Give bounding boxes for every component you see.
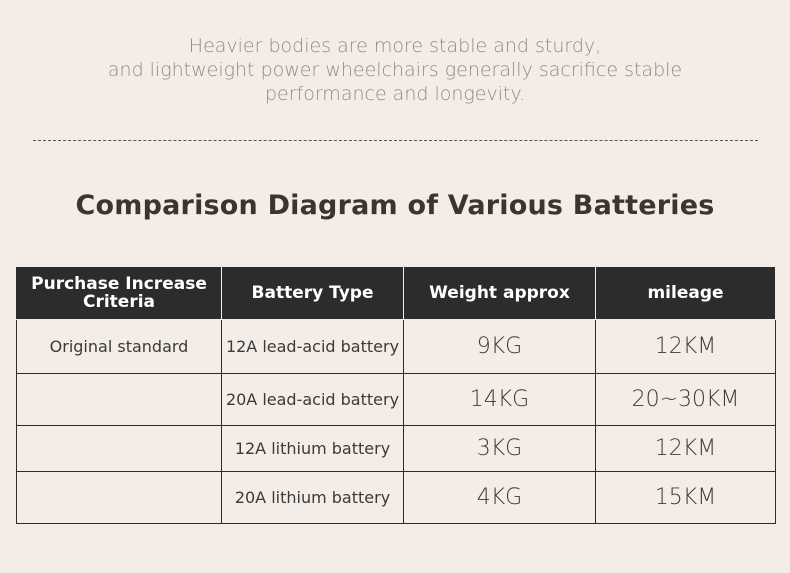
cell-mileage: 15KM bbox=[595, 471, 776, 524]
table-header-row: Purchase Increase Criteria Battery Type … bbox=[16, 266, 776, 320]
dashed-divider bbox=[33, 140, 758, 141]
table-row: 12A lithium battery 3KG 12KM bbox=[16, 425, 776, 472]
intro-line-1: Heavier bodies are more stable and sturd… bbox=[188, 35, 602, 57]
intro-line-3: performance and longevity. bbox=[264, 83, 526, 105]
cell-battery-type: 20A lithium battery bbox=[221, 471, 404, 524]
battery-comparison-table: Purchase Increase Criteria Battery Type … bbox=[16, 266, 776, 524]
cell-mileage: 12KM bbox=[595, 319, 776, 374]
page-title: Comparison Diagram of Various Batteries bbox=[75, 190, 715, 221]
intro-line-2: and lightweight power wheelchairs genera… bbox=[107, 59, 683, 81]
cell-weight: 3KG bbox=[403, 425, 596, 472]
cell-criteria bbox=[16, 425, 222, 472]
cell-battery-type: 12A lithium battery bbox=[221, 425, 404, 472]
cell-battery-type: 20A lead-acid battery bbox=[221, 373, 404, 426]
header-weight: Weight approx bbox=[403, 266, 596, 320]
cell-criteria bbox=[16, 471, 222, 524]
cell-weight: 9KG bbox=[403, 319, 596, 374]
header-criteria: Purchase Increase Criteria bbox=[16, 266, 222, 320]
cell-weight: 4KG bbox=[403, 471, 596, 524]
header-battery-type: Battery Type bbox=[221, 266, 404, 320]
cell-criteria: Original standard bbox=[16, 319, 222, 374]
table-row: 20A lithium battery 4KG 15KM bbox=[16, 471, 776, 524]
intro-text: Heavier bodies are more stable and sturd… bbox=[0, 34, 790, 106]
cell-mileage: 20~30KM bbox=[595, 373, 776, 426]
header-criteria-line-1: Purchase Increase bbox=[31, 274, 207, 294]
cell-battery-type: 12A lead-acid battery bbox=[221, 319, 404, 374]
header-mileage: mileage bbox=[595, 266, 776, 320]
header-criteria-line-2: Criteria bbox=[82, 292, 156, 312]
table-row: Original standard 12A lead-acid battery … bbox=[16, 319, 776, 374]
cell-mileage: 12KM bbox=[595, 425, 776, 472]
cell-weight: 14KG bbox=[403, 373, 596, 426]
table-row: 20A lead-acid battery 14KG 20~30KM bbox=[16, 373, 776, 426]
cell-criteria bbox=[16, 373, 222, 426]
